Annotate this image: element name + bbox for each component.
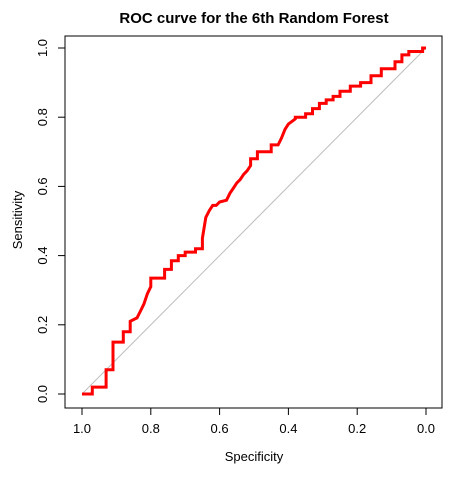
axes: 1.0 0.8 0.6 0.4 0.2 0.0 0.0 0.2 0.4 0.6 0.8 1.0 — [35, 35, 443, 436]
x-tick-label: 0.6 — [211, 421, 229, 436]
reference-diagonal-layer — [81, 47, 427, 395]
y-tick-label: 0.4 — [35, 247, 50, 265]
y-tick-label: 1.0 — [35, 39, 50, 57]
x-tick-label: 0.4 — [279, 421, 297, 436]
x-tick-label: 0.2 — [348, 421, 366, 436]
x-tick-label: 0.0 — [417, 421, 435, 436]
y-tick-label: 0.6 — [35, 177, 50, 195]
reference-diagonal — [81, 47, 427, 395]
roc-curve-line — [82, 46, 426, 396]
series-layer — [82, 46, 426, 396]
y-axis-label: Sensitivity — [10, 190, 25, 249]
chart-title: ROC curve for the 6th Random Forest — [119, 10, 388, 27]
x-tick-label: 1.0 — [73, 421, 91, 436]
y-tick-label: 0.8 — [35, 108, 50, 126]
y-tick-label: 0.2 — [35, 316, 50, 334]
y-tick-label: 0.0 — [35, 385, 50, 403]
x-tick-label: 0.8 — [142, 421, 160, 436]
x-axis-label: Specificity — [225, 449, 284, 464]
